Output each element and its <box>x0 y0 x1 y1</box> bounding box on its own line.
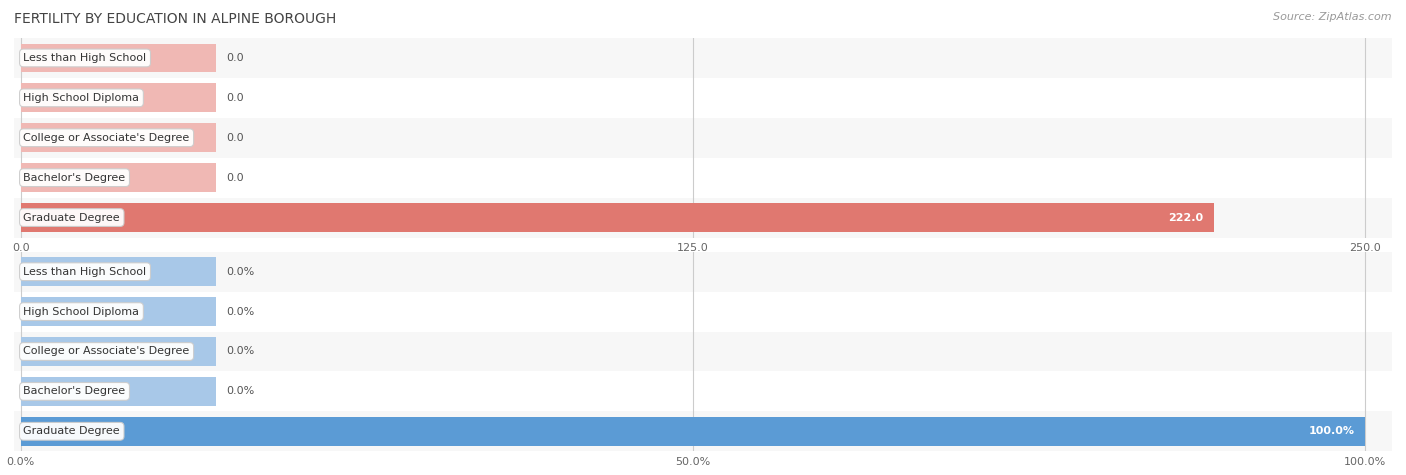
Bar <box>21 203 1215 232</box>
Text: FERTILITY BY EDUCATION IN ALPINE BOROUGH: FERTILITY BY EDUCATION IN ALPINE BOROUGH <box>14 12 336 26</box>
Bar <box>21 377 215 406</box>
Text: 100.0%: 100.0% <box>1309 426 1354 437</box>
Bar <box>21 417 1365 446</box>
Text: Bachelor's Degree: Bachelor's Degree <box>24 172 125 183</box>
Bar <box>14 332 1392 371</box>
Bar <box>14 118 1392 158</box>
Text: Source: ZipAtlas.com: Source: ZipAtlas.com <box>1274 12 1392 22</box>
Text: 222.0: 222.0 <box>1168 212 1204 223</box>
Bar <box>14 198 1392 238</box>
Bar <box>14 78 1392 118</box>
Text: 0.0: 0.0 <box>226 133 245 143</box>
Bar <box>14 158 1392 198</box>
Text: Bachelor's Degree: Bachelor's Degree <box>24 386 125 397</box>
Text: Less than High School: Less than High School <box>24 266 146 277</box>
Bar <box>21 337 215 366</box>
Bar <box>21 44 215 72</box>
Text: 0.0%: 0.0% <box>226 306 254 317</box>
Text: 0.0: 0.0 <box>226 172 245 183</box>
Bar <box>21 163 215 192</box>
Text: 0.0: 0.0 <box>226 53 245 63</box>
Bar <box>14 371 1392 411</box>
Text: 0.0%: 0.0% <box>226 346 254 357</box>
Bar <box>21 257 215 286</box>
Text: Graduate Degree: Graduate Degree <box>24 426 120 437</box>
Text: High School Diploma: High School Diploma <box>24 306 139 317</box>
Bar <box>21 84 215 112</box>
Text: College or Associate's Degree: College or Associate's Degree <box>24 346 190 357</box>
Bar <box>14 38 1392 78</box>
Text: 0.0%: 0.0% <box>226 386 254 397</box>
Bar <box>21 124 215 152</box>
Text: Graduate Degree: Graduate Degree <box>24 212 120 223</box>
Bar <box>21 297 215 326</box>
Bar <box>14 252 1392 292</box>
Text: 0.0: 0.0 <box>226 93 245 103</box>
Text: 0.0%: 0.0% <box>226 266 254 277</box>
Bar <box>14 411 1392 451</box>
Text: Less than High School: Less than High School <box>24 53 146 63</box>
Bar <box>14 292 1392 332</box>
Text: College or Associate's Degree: College or Associate's Degree <box>24 133 190 143</box>
Text: High School Diploma: High School Diploma <box>24 93 139 103</box>
